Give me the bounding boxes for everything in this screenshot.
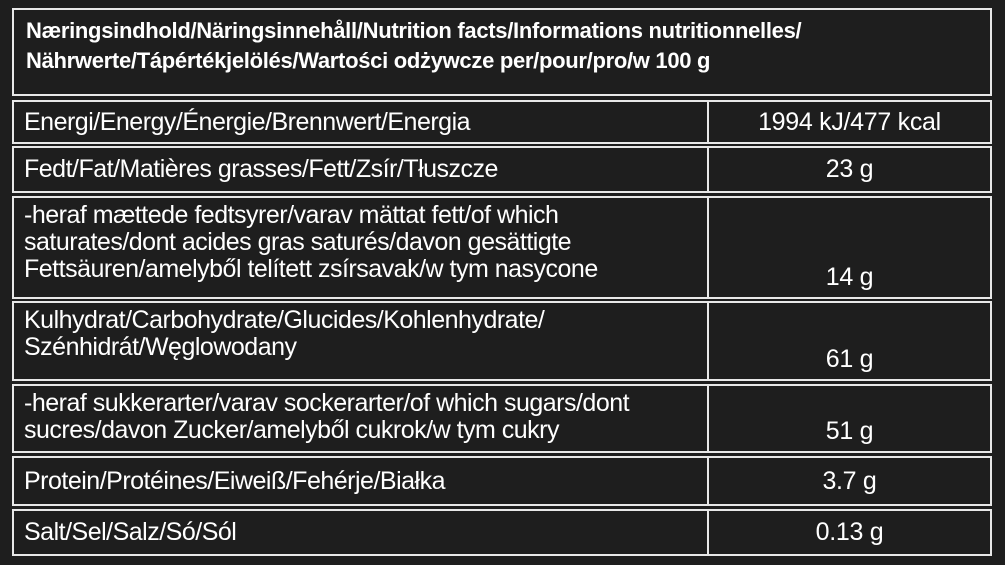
label-line: Fedt/Fat/Matières grasses/Fett/Zsír/Tłus…	[24, 155, 498, 183]
label-cell: Fedt/Fat/Matières grasses/Fett/Zsír/Tłus…	[12, 146, 709, 193]
label-line: Kulhydrat/Carbohydrate/Glucides/Kohlenhy…	[24, 306, 545, 334]
label-cell: -heraf mættede fedtsyrer/varav mättat fe…	[12, 196, 709, 299]
label-line: Salt/Sel/Salz/Só/Sól	[24, 518, 237, 546]
label-line: Fettsäuren/amelyből telített zsírsavak/w…	[24, 255, 598, 283]
label-line: -heraf sukkerarter/varav sockerarter/of …	[24, 389, 630, 417]
label-line: Protein/Protéines/Eiweiß/Fehérje/Białka	[24, 466, 445, 495]
value-cell: 14 g	[707, 196, 992, 299]
label-cell: -heraf sukkerarter/varav sockerarter/of …	[12, 384, 709, 453]
label-cell: Salt/Sel/Salz/Só/Sól	[12, 509, 709, 556]
label-cell: Energi/Energy/Énergie/Brennwert/Energia	[12, 100, 709, 144]
value-cell: 1994 kJ/477 kcal	[707, 100, 992, 144]
label-line: -heraf mættede fedtsyrer/varav mättat fe…	[24, 201, 559, 229]
value-cell: 0.13 g	[707, 509, 992, 556]
header-line: Næringsindhold/Näringsinnehåll/Nutrition…	[26, 18, 802, 43]
label-line: Szénhidrát/Węglowodany	[24, 333, 297, 361]
header-line: Nährwerte/Tápértékjelölés/Wartości odżyw…	[26, 48, 711, 73]
value-cell: 3.7 g	[707, 456, 992, 506]
value-cell: 51 g	[707, 384, 992, 453]
label-line: Energi/Energy/Énergie/Brennwert/Energia	[24, 107, 471, 136]
label-line: sucres/davon Zucker/amelyből cukrok/w ty…	[24, 416, 560, 444]
header: Næringsindhold/Näringsinnehåll/Nutrition…	[12, 8, 992, 96]
label-cell: Kulhydrat/Carbohydrate/Glucides/Kohlenhy…	[12, 301, 709, 381]
label-line: saturates/dont acides gras saturés/davon…	[24, 228, 572, 256]
label-cell: Protein/Protéines/Eiweiß/Fehérje/Białka	[12, 456, 709, 506]
value-cell: 23 g	[707, 146, 992, 193]
value-cell: 61 g	[707, 301, 992, 381]
